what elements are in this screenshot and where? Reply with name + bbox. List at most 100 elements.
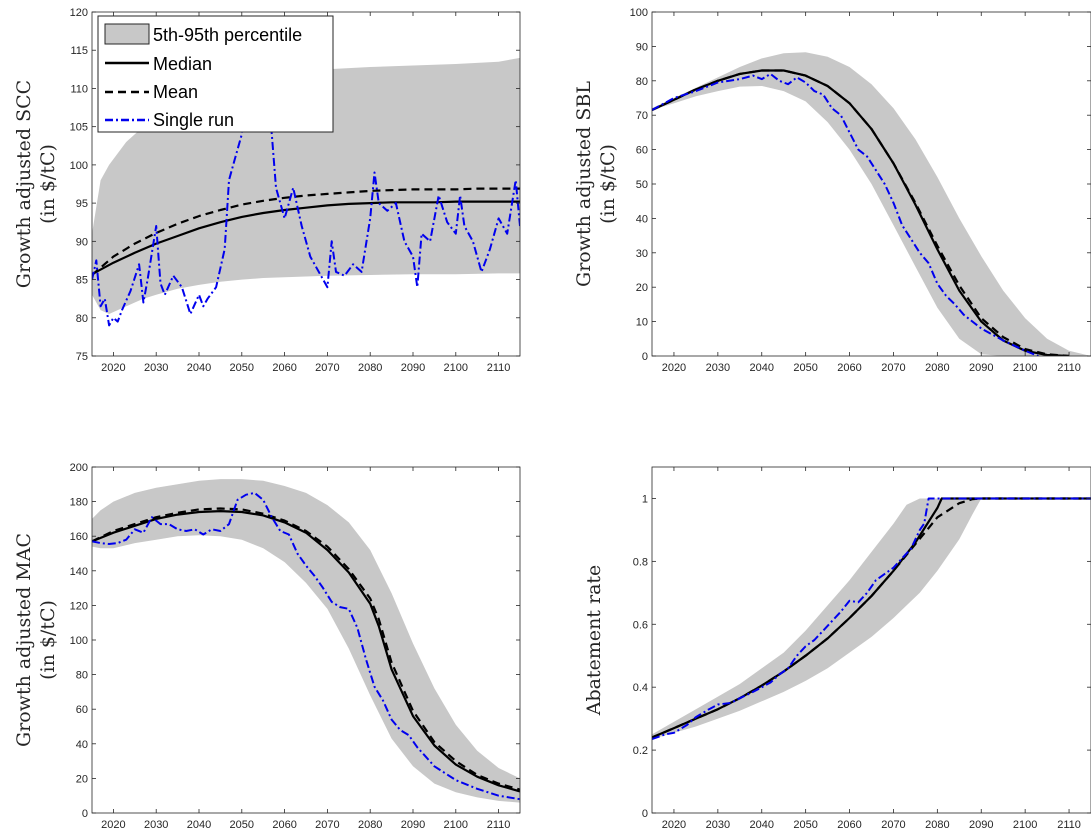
y-tick-label: 120 bbox=[70, 600, 88, 612]
y-tick-label: 0.2 bbox=[633, 745, 648, 757]
series-line-mean bbox=[652, 497, 1091, 739]
x-tick-label: 2040 bbox=[187, 362, 211, 374]
x-tick-label: 2110 bbox=[1057, 819, 1081, 831]
plot-area bbox=[652, 467, 1091, 813]
x-tick-label: 2040 bbox=[750, 362, 774, 374]
x-tick-label: 2080 bbox=[358, 362, 382, 374]
x-tick-label: 2050 bbox=[793, 819, 817, 831]
panel-3: 2020 2030 2040 2050 2060 2070 2080 2090 2100 2110… bbox=[13, 462, 521, 831]
x-tick-label: 2050 bbox=[230, 819, 254, 831]
x-tick-label: 2020 bbox=[662, 819, 686, 831]
y-tick-label: 50 bbox=[636, 179, 648, 191]
y-tick-label: 110 bbox=[70, 83, 88, 95]
x-tick-label: 2050 bbox=[793, 362, 817, 374]
x-tick-label: 2080 bbox=[925, 819, 949, 831]
x-tick-label: 2090 bbox=[401, 819, 425, 831]
x-tick-label: 2060 bbox=[837, 362, 861, 374]
x-tick-label: 2110 bbox=[1057, 362, 1081, 374]
y-tick-label: 10 bbox=[636, 317, 648, 329]
y-tick-label: 0.6 bbox=[633, 619, 648, 631]
y-tick-label: 70 bbox=[636, 110, 648, 122]
y-tick-label: 20 bbox=[636, 282, 648, 294]
y-tick-label: 1 bbox=[642, 493, 648, 505]
x-tick-label: 2020 bbox=[101, 819, 125, 831]
legend-label-median: Median bbox=[153, 54, 212, 74]
x-tick-label: 2060 bbox=[837, 819, 861, 831]
percentile-band bbox=[652, 498, 1091, 740]
y-tick-label: 90 bbox=[636, 41, 648, 53]
series-line-median bbox=[652, 69, 1070, 356]
y-tick-label: 30 bbox=[636, 248, 648, 260]
y-tick-label: 200 bbox=[70, 462, 88, 474]
series-line-single-run bbox=[652, 72, 1039, 356]
y-tick-label: 90 bbox=[76, 236, 88, 248]
y-axis-label: (in $/tC) bbox=[37, 144, 59, 224]
y-axis-label: Growth adjusted SCC bbox=[13, 80, 35, 288]
x-tick-label: 2070 bbox=[881, 819, 905, 831]
y-axis-label: Abatement rate bbox=[583, 565, 605, 717]
x-tick-label: 2060 bbox=[272, 819, 296, 831]
x-tick-label: 2090 bbox=[969, 819, 993, 831]
series-line-median bbox=[92, 200, 520, 276]
panel-4: 2020 2030 2040 2050 2060 2070 2080 2090 2100 2110… bbox=[583, 466, 1091, 831]
x-tick-label: 2020 bbox=[662, 362, 686, 374]
y-tick-label: 75 bbox=[76, 351, 88, 363]
y-tick-label: 100 bbox=[70, 635, 88, 647]
y-tick-label: 95 bbox=[76, 198, 88, 210]
panels: 2020 2030 2040 2050 2060 2070 2080 2090 2100 2110… bbox=[13, 7, 1091, 831]
y-axis-label: (in $/tC) bbox=[597, 144, 619, 224]
y-tick-label: 0.4 bbox=[633, 682, 648, 694]
x-tick-label: 2110 bbox=[487, 362, 511, 374]
x-tick-label: 2030 bbox=[144, 819, 168, 831]
panel-2: 2020 2030 2040 2050 2060 2070 2080 2090 2100 2110… bbox=[573, 7, 1091, 374]
x-tick-label: 2090 bbox=[969, 362, 993, 374]
legend-swatch-band bbox=[104, 23, 150, 45]
y-axis-label: Growth adjusted SBL bbox=[573, 81, 595, 287]
y-tick-label: 120 bbox=[70, 7, 88, 19]
x-tick-label: 2030 bbox=[706, 819, 730, 831]
x-tick-label: 2110 bbox=[487, 819, 511, 831]
y-tick-label: 85 bbox=[76, 275, 88, 287]
y-axis-label: Growth adjusted MAC bbox=[13, 533, 35, 747]
legend-label-single: Single run bbox=[153, 110, 234, 130]
series-line-single-run bbox=[92, 26, 520, 327]
y-tick-label: 40 bbox=[636, 213, 648, 225]
x-tick-label: 2070 bbox=[315, 819, 339, 831]
x-tick-label: 2070 bbox=[315, 362, 339, 374]
y-tick-label: 0.8 bbox=[633, 556, 648, 568]
legend-label-mean: Mean bbox=[153, 82, 198, 102]
y-tick-label: 80 bbox=[76, 313, 88, 325]
y-tick-label: 0 bbox=[642, 351, 648, 363]
series-line-median bbox=[92, 510, 520, 793]
y-tick-label: 80 bbox=[636, 76, 648, 88]
series-line-single-run bbox=[652, 497, 1091, 741]
y-tick-label: 180 bbox=[70, 497, 88, 509]
y-tick-label: 105 bbox=[70, 122, 88, 134]
y-tick-label: 80 bbox=[76, 670, 88, 682]
percentile-band bbox=[652, 52, 1091, 356]
x-tick-label: 2080 bbox=[925, 362, 949, 374]
axes-frame bbox=[91, 11, 521, 357]
y-tick-label: 0 bbox=[82, 808, 88, 820]
x-tick-label: 2060 bbox=[272, 362, 296, 374]
y-tick-label: 40 bbox=[76, 739, 88, 751]
x-tick-label: 2030 bbox=[144, 362, 168, 374]
x-tick-label: 2100 bbox=[1013, 362, 1037, 374]
series-line-single-run bbox=[92, 491, 520, 801]
x-tick-label: 2090 bbox=[401, 362, 425, 374]
x-tick-label: 2020 bbox=[101, 362, 125, 374]
legend-label-band: 5th-95th percentile bbox=[153, 25, 302, 45]
y-tick-label: 160 bbox=[70, 531, 88, 543]
x-tick-label: 2040 bbox=[750, 819, 774, 831]
y-tick-label: 60 bbox=[76, 704, 88, 716]
x-tick-label: 2100 bbox=[444, 819, 468, 831]
x-tick-label: 2030 bbox=[706, 362, 730, 374]
axes-frame bbox=[651, 466, 1091, 814]
x-tick-label: 2080 bbox=[358, 819, 382, 831]
y-tick-label: 20 bbox=[76, 773, 88, 785]
x-tick-label: 2100 bbox=[1013, 819, 1037, 831]
y-tick-label: 100 bbox=[630, 7, 648, 19]
series-line-mean bbox=[92, 187, 520, 276]
y-tick-label: 115 bbox=[70, 45, 88, 57]
